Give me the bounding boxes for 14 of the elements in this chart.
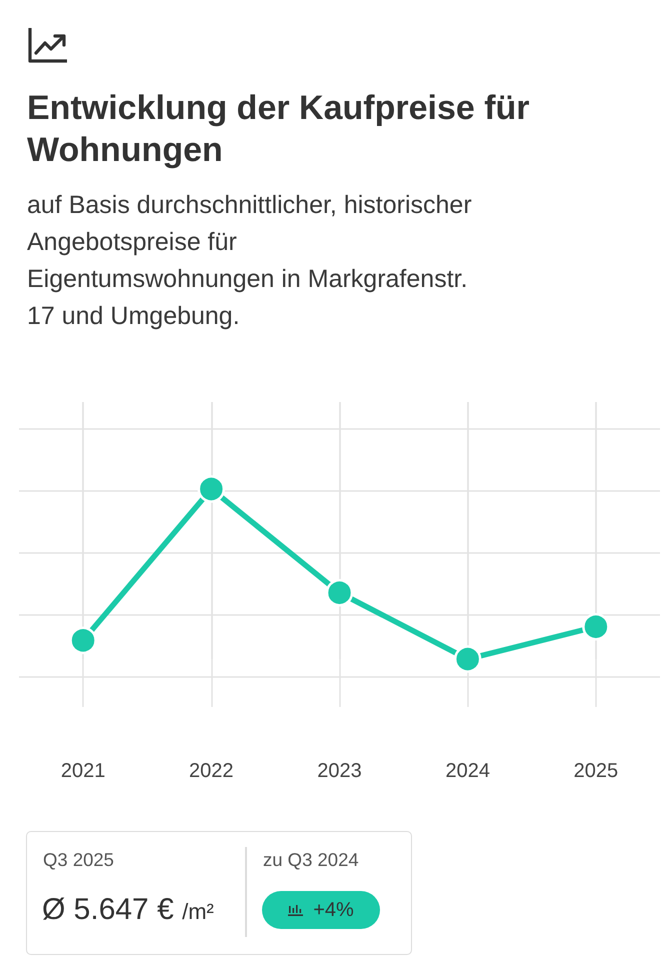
text: Ø 5.647 € /m² (42, 893, 214, 926)
text: +4% (313, 898, 354, 922)
point (198, 475, 226, 503)
x-tick-label: 2021 (60, 760, 106, 782)
point (326, 579, 354, 606)
point (454, 645, 482, 673)
chart-subtitle: auf Basis durchschnittlicher, historischer Angebotspreise für Eigentumswohnungen in Markgrafenstr. 17 und Umgebung. (27, 190, 473, 332)
chart-title: Entwicklung der Kaufpreise für Wohnungen (27, 88, 531, 171)
x-tick-label: 2025 (574, 760, 618, 782)
x-tick-label: 2024 (445, 760, 490, 782)
text: Q3 2025 (43, 849, 114, 871)
x-tick-label: 2023 (317, 760, 362, 782)
text: zu Q3 2024 (263, 849, 359, 871)
x-tick-label: 2022 (189, 760, 234, 782)
